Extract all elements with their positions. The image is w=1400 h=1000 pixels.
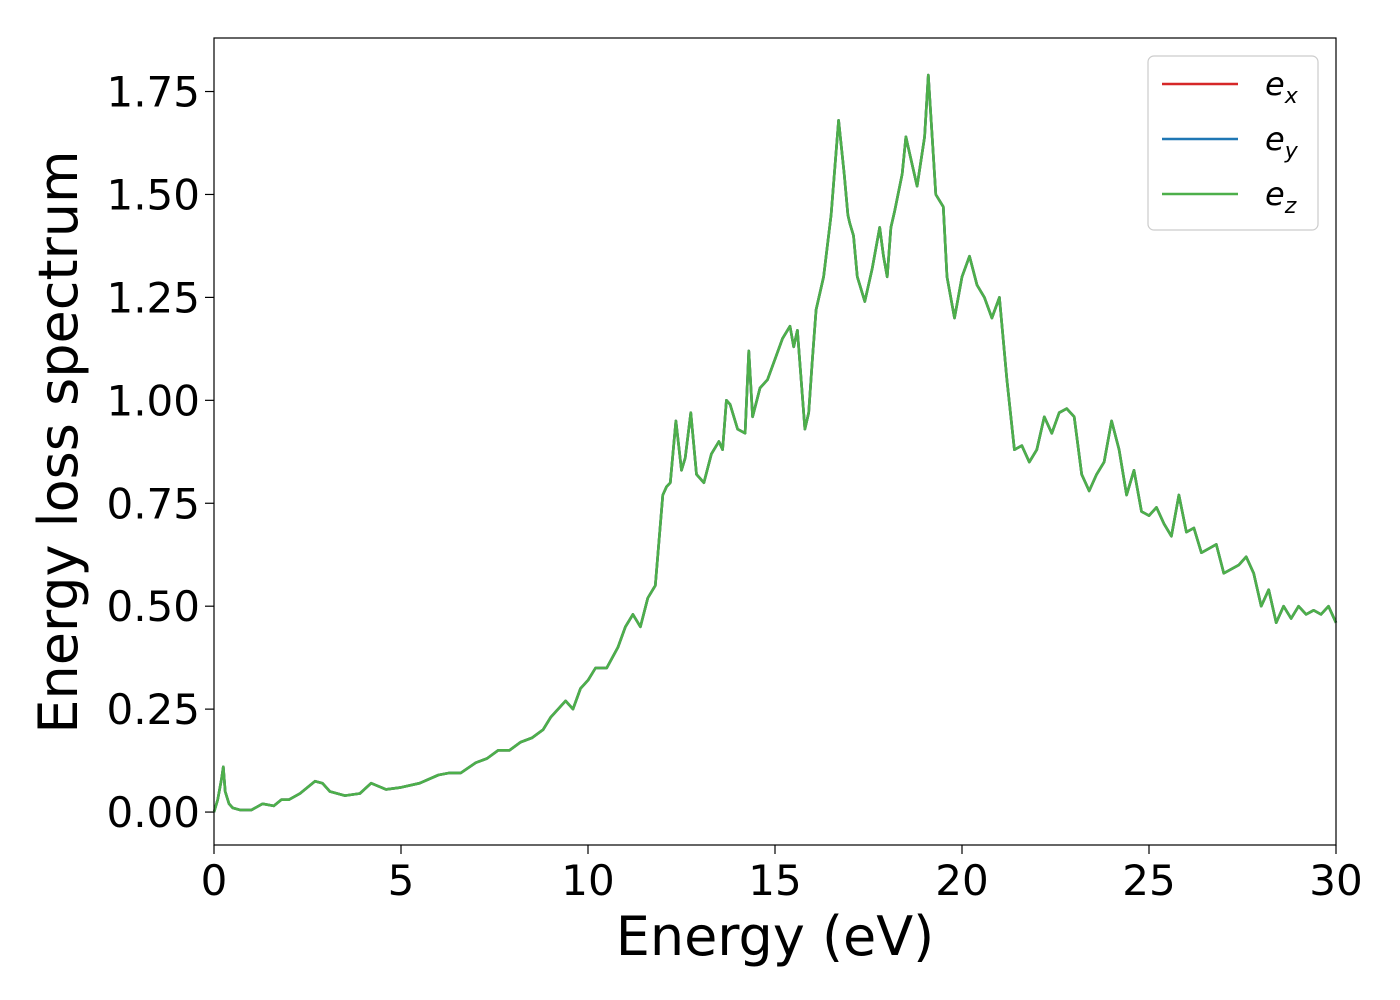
x-tick-label: 10 bbox=[561, 856, 614, 905]
legend: ex ey ez bbox=[1147, 55, 1319, 231]
x-tick-label: 25 bbox=[1122, 856, 1175, 905]
x-tick-label: 15 bbox=[748, 856, 801, 905]
x-tick-label: 0 bbox=[201, 856, 228, 905]
x-tick-label: 5 bbox=[388, 856, 415, 905]
x-axis-title: Energy (eV) bbox=[616, 905, 935, 968]
x-tick-label: 20 bbox=[935, 856, 988, 905]
y-tick-label: 0.00 bbox=[106, 788, 200, 837]
y-tick-label: 1.25 bbox=[106, 273, 200, 322]
series-lines bbox=[212, 73, 1338, 813]
x-axis-ticks: 0 5 10 15 20 25 30 bbox=[201, 845, 1363, 905]
y-tick-label: 1.75 bbox=[106, 68, 200, 117]
y-axis-ticks: 0.00 0.25 0.50 0.75 1.00 1.25 1.50 1.75 bbox=[106, 68, 214, 837]
x-tick-label: 30 bbox=[1309, 856, 1362, 905]
y-tick-label: 0.25 bbox=[106, 685, 200, 734]
y-axis-title: Energy loss spectrum bbox=[27, 150, 90, 733]
legend-label-e_x: ex bbox=[1265, 65, 1299, 109]
y-tick-label: 0.50 bbox=[106, 582, 200, 631]
series-line-e_z bbox=[212, 73, 1338, 813]
plot-area-frame bbox=[213, 37, 1337, 846]
y-tick-label: 0.75 bbox=[106, 479, 200, 528]
y-tick-label: 1.00 bbox=[106, 376, 200, 425]
legend-box bbox=[1147, 55, 1319, 231]
legend-label-e_y: ey bbox=[1265, 120, 1299, 164]
legend-label-e_z: ez bbox=[1265, 175, 1297, 219]
y-tick-label: 1.50 bbox=[106, 170, 200, 219]
